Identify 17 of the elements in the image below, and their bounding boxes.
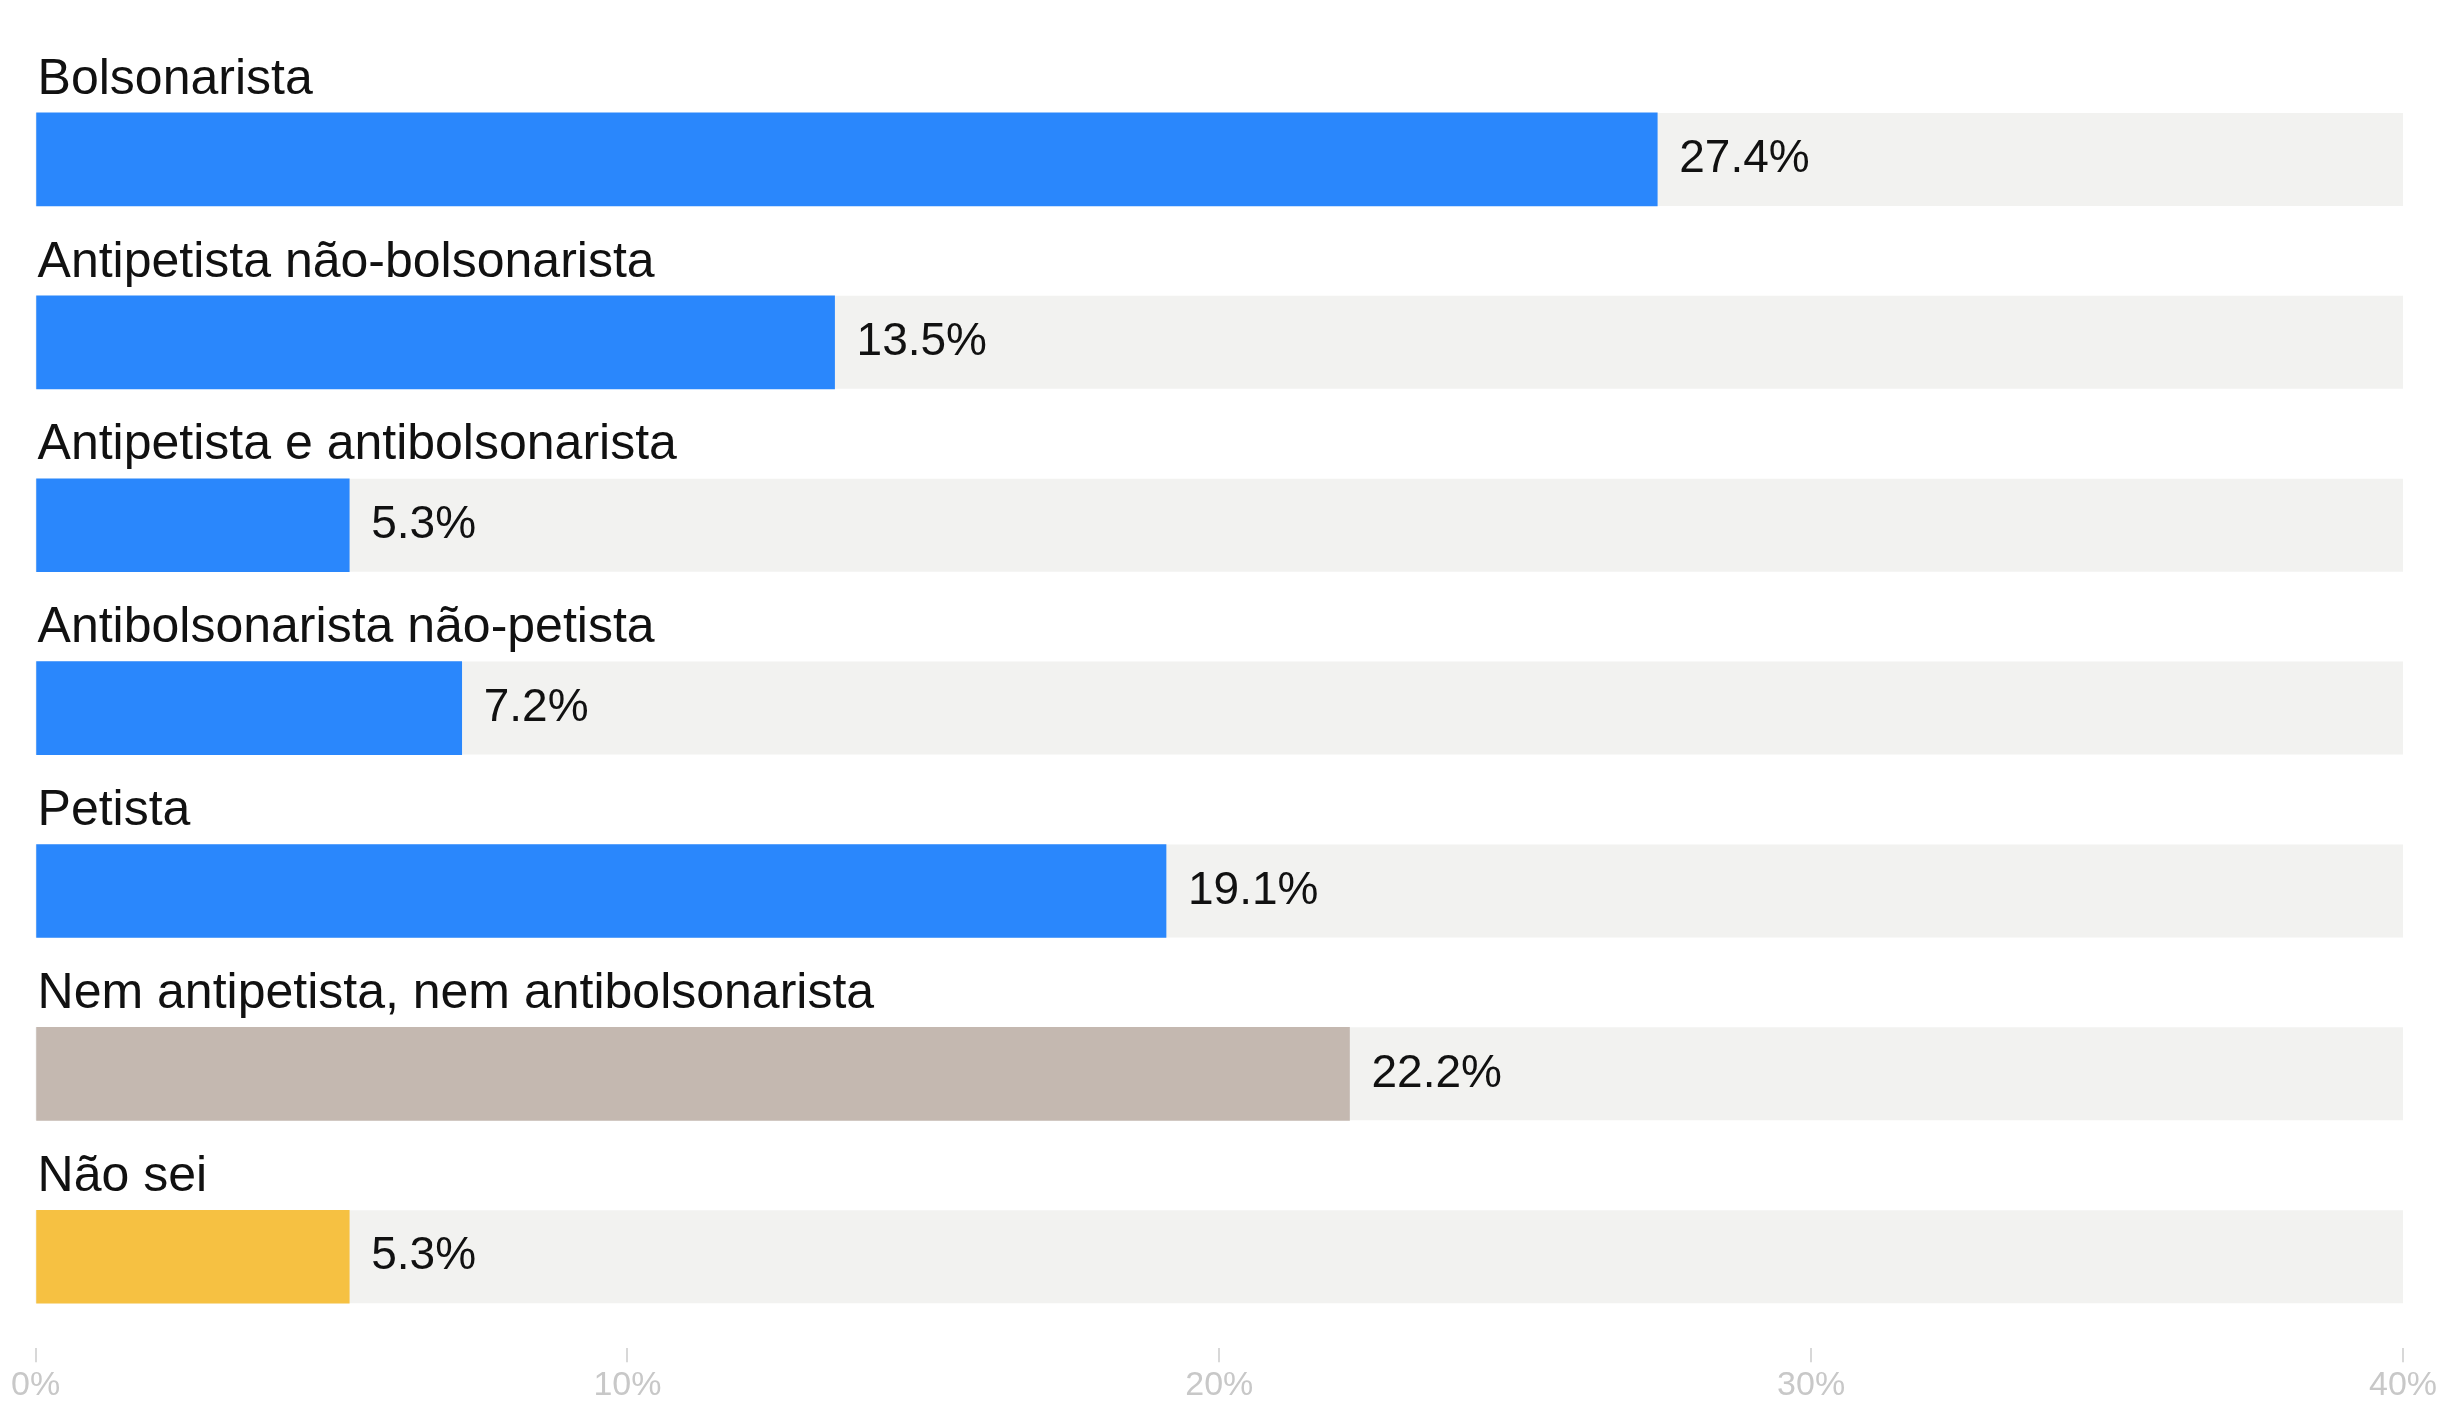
data-label: 27.4% <box>1679 130 1810 183</box>
y-tick-label: Bolsonarista <box>37 48 313 105</box>
y-tick-label: Antibolsonarista não-petista <box>37 597 655 654</box>
bar <box>36 661 463 755</box>
data-label: 19.1% <box>1188 861 1319 914</box>
y-tick-label: Antipetista e antibolsonarista <box>37 414 678 471</box>
y-tick-label: Nem antipetista, nem antibolsonarista <box>37 963 875 1020</box>
data-label: 22.2% <box>1371 1044 1502 1097</box>
data-label: 5.3% <box>371 495 477 548</box>
y-tick-label: Petista <box>37 780 191 837</box>
data-label: 7.2% <box>483 678 589 731</box>
bar <box>36 1209 350 1304</box>
data-label: 5.3% <box>371 1227 477 1280</box>
y-tick-label: Não sei <box>37 1146 208 1203</box>
y-tick-label: Antipetista não-bolsonarista <box>37 231 655 288</box>
bar <box>36 478 350 573</box>
data-label: 13.5% <box>856 313 988 366</box>
